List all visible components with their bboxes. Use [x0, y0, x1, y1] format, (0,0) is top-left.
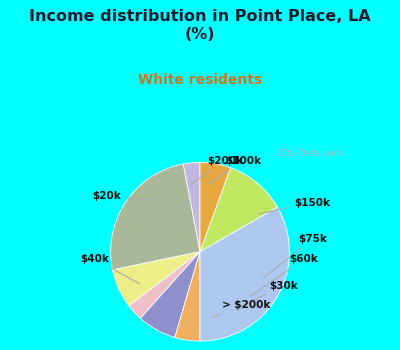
Text: > $200k: > $200k — [212, 300, 271, 317]
Text: $40k: $40k — [80, 254, 140, 284]
Text: $20k: $20k — [93, 191, 154, 201]
Wedge shape — [111, 164, 200, 270]
Wedge shape — [112, 252, 200, 306]
Wedge shape — [200, 162, 230, 252]
Wedge shape — [183, 162, 200, 252]
Text: $60k: $60k — [252, 254, 318, 296]
Text: City-Data.com: City-Data.com — [279, 149, 343, 158]
Text: $75k: $75k — [263, 234, 327, 278]
Text: $200k: $200k — [191, 155, 243, 184]
Text: $100k: $100k — [209, 155, 261, 183]
Text: Income distribution in Point Place, LA
(%): Income distribution in Point Place, LA (… — [29, 9, 371, 42]
Text: $150k: $150k — [258, 197, 330, 214]
Wedge shape — [140, 252, 200, 337]
Text: White residents: White residents — [138, 74, 262, 88]
Text: $30k: $30k — [235, 281, 298, 309]
Wedge shape — [175, 252, 200, 341]
Wedge shape — [200, 207, 289, 341]
Wedge shape — [129, 252, 200, 318]
Wedge shape — [200, 168, 277, 252]
